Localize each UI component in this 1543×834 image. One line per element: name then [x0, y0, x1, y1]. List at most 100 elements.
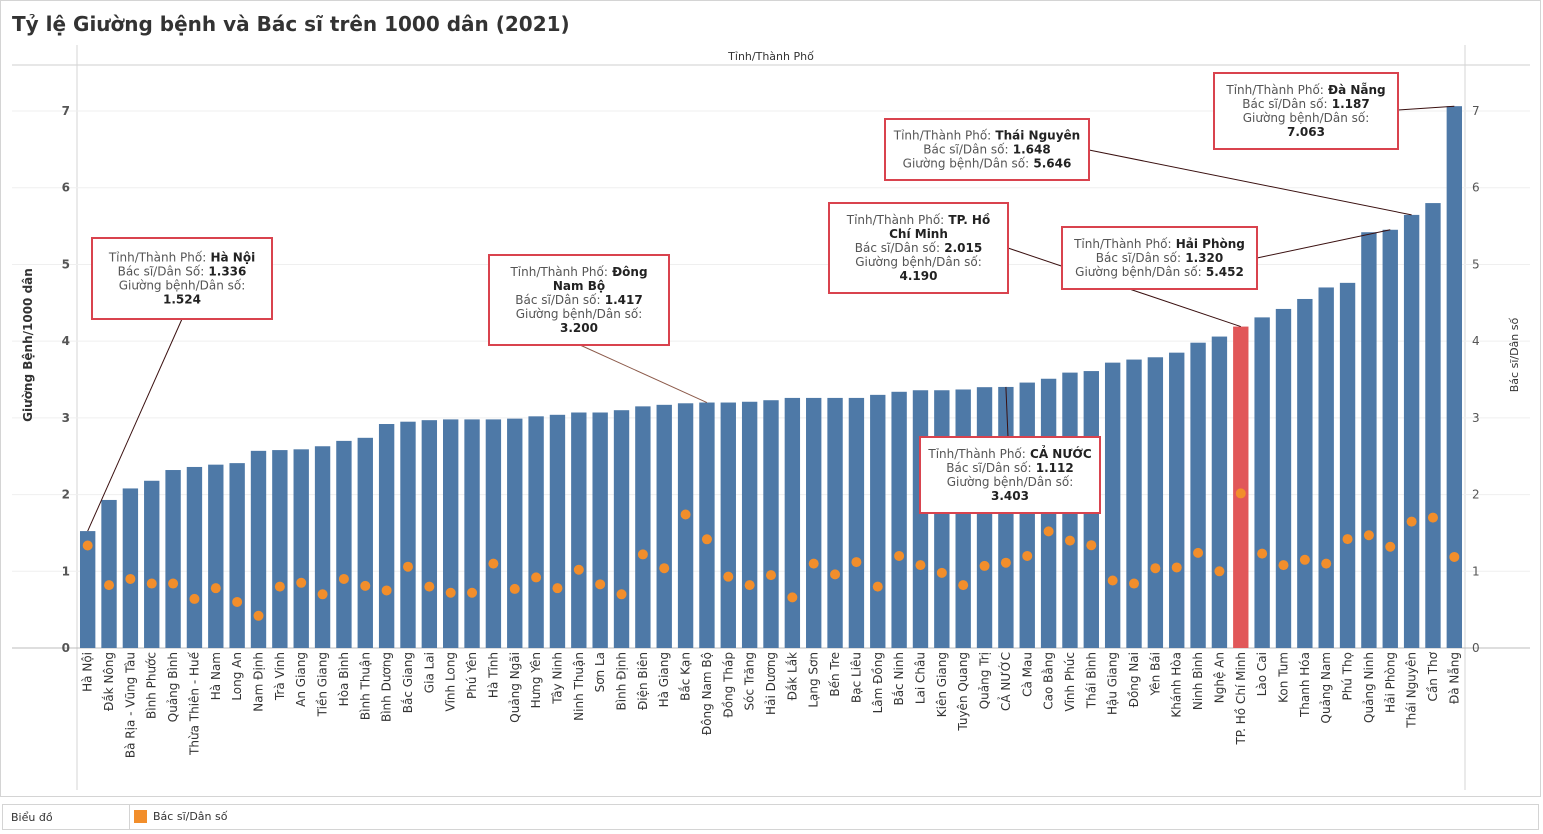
bar-16[interactable] [421, 420, 438, 648]
dot-2[interactable] [125, 573, 136, 584]
bar-31[interactable] [741, 401, 758, 648]
bar-38[interactable] [891, 391, 907, 648]
dot-35[interactable] [830, 569, 841, 580]
bar-27[interactable] [656, 404, 672, 648]
bar-23[interactable] [571, 412, 587, 649]
bar-33[interactable] [784, 397, 801, 648]
dot-55[interactable] [1257, 548, 1268, 559]
bar-55[interactable] [1254, 317, 1270, 648]
dot-17[interactable] [445, 587, 456, 598]
bar-20[interactable] [507, 418, 523, 648]
bar-17[interactable] [443, 419, 459, 648]
bar-56[interactable] [1275, 308, 1292, 648]
bar-41[interactable] [955, 389, 971, 648]
bar-60[interactable] [1361, 232, 1377, 649]
dot-58[interactable] [1321, 558, 1332, 569]
bar-52[interactable] [1190, 342, 1206, 648]
dot-49[interactable] [1129, 578, 1140, 589]
dot-5[interactable] [189, 593, 200, 604]
bar-3[interactable] [144, 480, 160, 648]
bar-29[interactable] [699, 402, 715, 648]
dot-46[interactable] [1064, 535, 1075, 546]
dot-34[interactable] [808, 558, 819, 569]
dot-60[interactable] [1363, 530, 1374, 541]
bar-11[interactable] [314, 446, 331, 648]
bar-15[interactable] [400, 421, 416, 648]
dot-36[interactable] [851, 557, 862, 568]
dot-64[interactable] [1449, 551, 1460, 562]
bar-10[interactable] [293, 449, 309, 648]
bar-42[interactable] [976, 387, 993, 648]
dot-9[interactable] [274, 581, 285, 592]
dot-13[interactable] [360, 580, 371, 591]
dot-38[interactable] [894, 550, 905, 561]
bar-49[interactable] [1126, 359, 1142, 648]
dot-4[interactable] [168, 578, 179, 589]
bar-62[interactable] [1403, 214, 1420, 648]
dot-7[interactable] [232, 596, 243, 607]
dot-27[interactable] [659, 563, 670, 574]
bar-30[interactable] [720, 402, 736, 648]
dot-10[interactable] [296, 577, 307, 588]
bar-43[interactable] [998, 386, 1014, 648]
dot-29[interactable] [701, 534, 712, 545]
dot-42[interactable] [979, 560, 990, 571]
bar-28[interactable] [677, 403, 694, 648]
bar-35[interactable] [827, 397, 843, 648]
bar-51[interactable] [1169, 352, 1185, 648]
dot-50[interactable] [1150, 563, 1161, 574]
bar-21[interactable] [528, 416, 544, 648]
dot-33[interactable] [787, 592, 798, 603]
bar-24[interactable] [592, 412, 608, 649]
dot-59[interactable] [1342, 534, 1353, 545]
dot-23[interactable] [573, 564, 584, 575]
dot-3[interactable] [146, 578, 157, 589]
dot-56[interactable] [1278, 560, 1289, 571]
dot-19[interactable] [488, 558, 499, 569]
dot-57[interactable] [1299, 554, 1310, 565]
bar-40[interactable] [934, 390, 950, 648]
dot-43[interactable] [1000, 557, 1011, 568]
bar-14[interactable] [378, 424, 395, 648]
dot-18[interactable] [467, 587, 478, 598]
bar-5[interactable] [186, 466, 203, 648]
bar-4[interactable] [165, 470, 181, 648]
dot-61[interactable] [1385, 541, 1396, 552]
bar-22[interactable] [549, 414, 566, 648]
dot-39[interactable] [915, 560, 926, 571]
bar-26[interactable] [635, 406, 651, 648]
bar-50[interactable] [1147, 357, 1164, 648]
bar-58[interactable] [1318, 287, 1334, 648]
dot-16[interactable] [424, 581, 435, 592]
dot-31[interactable] [744, 580, 755, 591]
dot-12[interactable] [338, 573, 349, 584]
dot-0[interactable] [82, 540, 93, 551]
bar-6[interactable] [208, 464, 224, 648]
bar-7[interactable] [229, 463, 245, 648]
dot-51[interactable] [1171, 562, 1182, 573]
bar-25[interactable] [613, 410, 630, 648]
dot-45[interactable] [1043, 526, 1054, 537]
bar-57[interactable] [1297, 298, 1313, 648]
bar-2[interactable] [122, 488, 139, 648]
bar-0[interactable] [79, 531, 96, 648]
dot-41[interactable] [958, 580, 969, 591]
dot-52[interactable] [1193, 547, 1204, 558]
dot-26[interactable] [637, 549, 648, 560]
dot-15[interactable] [402, 561, 413, 572]
bar-36[interactable] [848, 397, 865, 648]
bar-64[interactable] [1446, 106, 1463, 648]
dot-6[interactable] [210, 583, 221, 594]
dot-47[interactable] [1086, 540, 1097, 551]
dot-24[interactable] [595, 579, 606, 590]
bar-13[interactable] [357, 437, 373, 648]
dot-54[interactable] [1235, 488, 1246, 499]
dot-8[interactable] [253, 610, 264, 621]
dot-40[interactable] [936, 567, 947, 578]
legend-item-label[interactable]: Bác sĩ/Dân số [153, 810, 228, 823]
dot-1[interactable] [104, 580, 115, 591]
bar-53[interactable] [1211, 336, 1228, 648]
bar-18[interactable] [464, 419, 480, 648]
dot-62[interactable] [1406, 516, 1417, 527]
dot-28[interactable] [680, 509, 691, 520]
